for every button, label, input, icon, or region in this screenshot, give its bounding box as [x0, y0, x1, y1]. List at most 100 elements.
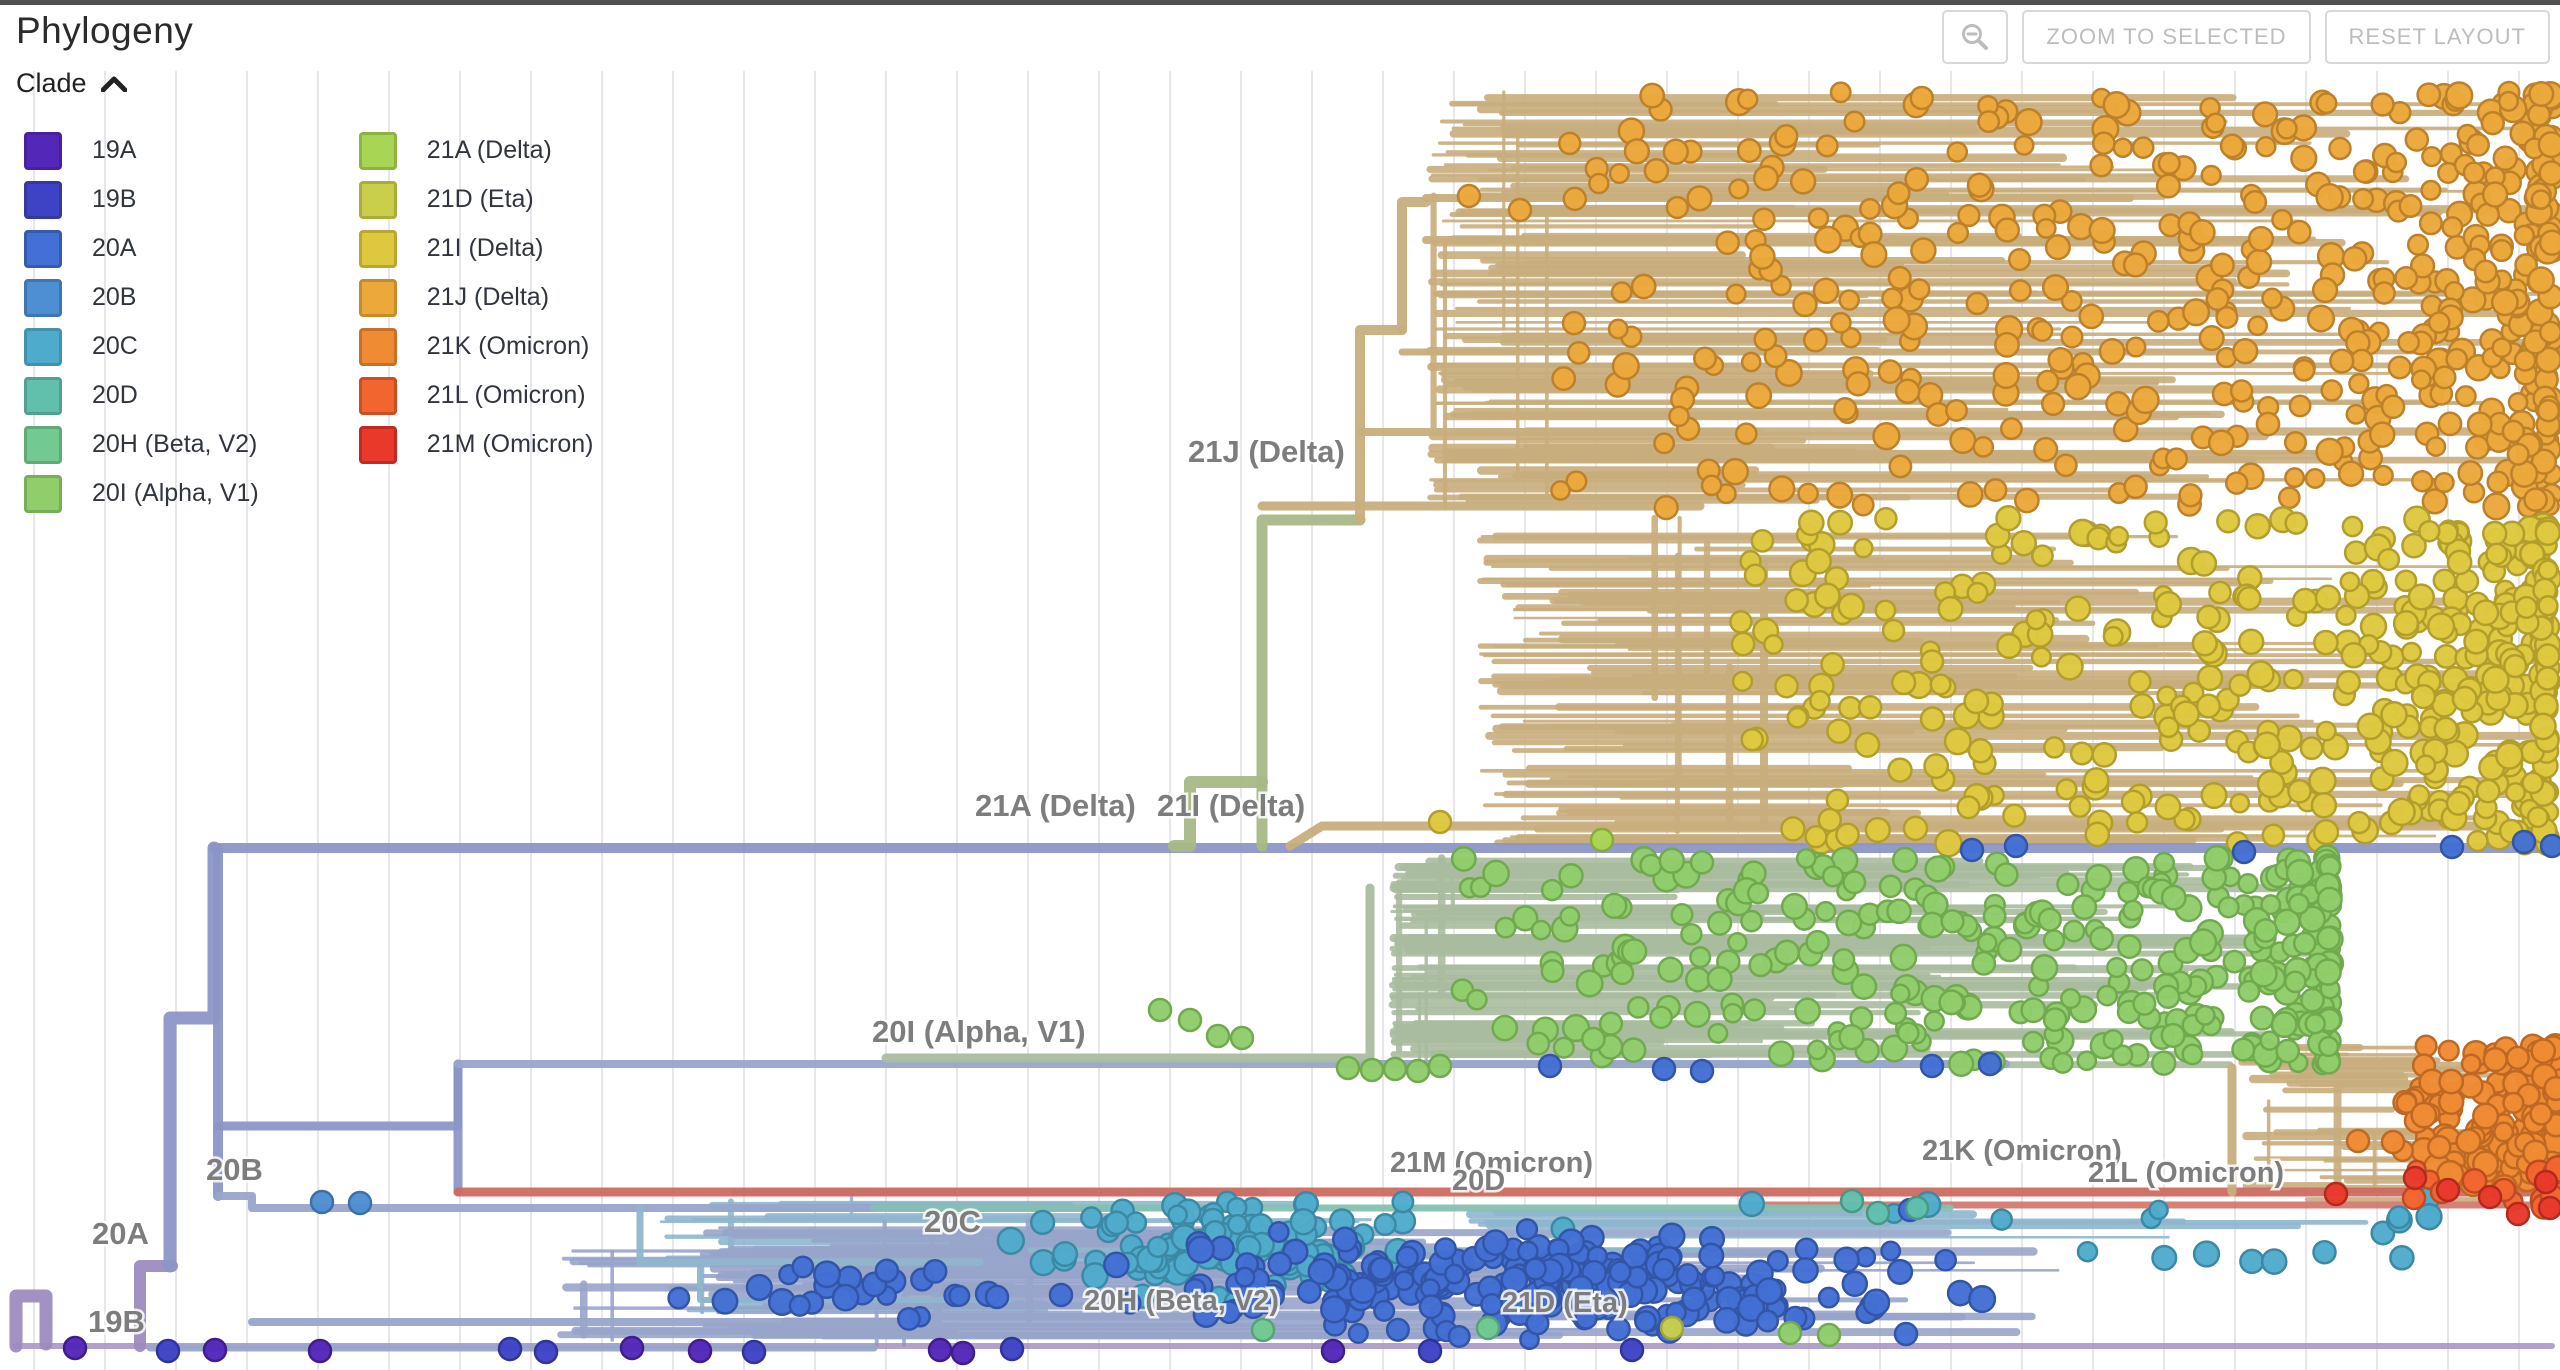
tree-tip[interactable]: [1713, 1306, 1741, 1334]
tree-tip[interactable]: [1806, 1039, 1828, 1061]
tree-tip[interactable]: [2194, 1004, 2216, 1026]
tree-tip[interactable]: [1938, 989, 1965, 1016]
tree-tip[interactable]: [2096, 984, 2119, 1007]
tree-tip[interactable]: [2514, 595, 2538, 619]
tree-tip[interactable]: [1946, 221, 1970, 244]
tree-tip[interactable]: [2415, 1202, 2443, 1231]
tree-tip[interactable]: [1966, 172, 1993, 198]
tree-tip[interactable]: [1896, 1021, 1920, 1045]
color-by-clade-toggle[interactable]: Clade: [16, 68, 127, 99]
tree-tip[interactable]: [1862, 1288, 1891, 1317]
tree-tip[interactable]: [2102, 91, 2131, 119]
tree-tip[interactable]: [1983, 478, 2008, 503]
tree-tip[interactable]: [2249, 1005, 2275, 1031]
tree-tip[interactable]: [2130, 958, 2154, 982]
tree-tip[interactable]: [1845, 371, 1871, 397]
tree-tip[interactable]: [1821, 865, 1845, 888]
tree-tip[interactable]: [2083, 767, 2110, 794]
tree-tip[interactable]: [2401, 1185, 2427, 1211]
tree-tip[interactable]: [1606, 1316, 1631, 1342]
tree-tip[interactable]: [1805, 929, 1830, 955]
tree-tip[interactable]: [1746, 882, 1770, 905]
legend-item-21M (Omicron)[interactable]: 21M (Omicron): [358, 420, 593, 469]
tree-tip[interactable]: [1523, 1257, 1547, 1281]
tree-tip[interactable]: [1561, 310, 1587, 336]
tree-tip[interactable]: [2286, 219, 2312, 245]
tree-tip[interactable]: [2275, 1038, 2301, 1064]
tree-tip[interactable]: [2288, 394, 2312, 418]
tree-tip[interactable]: [2107, 525, 2130, 547]
tree-tip[interactable]: [1792, 291, 1818, 318]
tree-tip[interactable]: [1722, 1002, 1744, 1024]
tree-tip[interactable]: [2076, 1050, 2098, 1072]
tree-tip[interactable]: [1260, 1283, 1285, 1309]
tree-branch[interactable]: [134, 1260, 178, 1352]
tree-tip[interactable]: [1784, 587, 1810, 613]
tree-tip[interactable]: [1730, 631, 1756, 657]
tree-tip[interactable]: [1948, 1050, 1975, 1077]
tree-tip[interactable]: [2102, 625, 2124, 647]
tree-tip[interactable]: [202, 1337, 228, 1363]
tree-tip[interactable]: [1919, 706, 1946, 732]
clade-branch-label[interactable]: 21D (Eta): [1500, 1285, 1631, 1322]
tree-tip[interactable]: [1967, 738, 1994, 764]
tree-tip[interactable]: [62, 1335, 88, 1361]
tree-tip[interactable]: [2021, 1030, 2045, 1054]
tree-tip[interactable]: [2010, 529, 2038, 557]
tree-tip[interactable]: [2231, 1037, 2256, 1062]
tree-tip[interactable]: [2410, 683, 2437, 710]
tree-tip[interactable]: [2477, 1184, 2503, 1210]
tree-tip[interactable]: [1721, 457, 1749, 486]
tree-tip[interactable]: [1418, 1294, 1444, 1320]
tree-tip[interactable]: [1267, 1251, 1293, 1277]
tree-tip[interactable]: [1186, 1235, 1215, 1264]
tree-tip[interactable]: [1881, 618, 1906, 643]
tree-tip[interactable]: [2528, 80, 2555, 108]
tree-tip[interactable]: [2398, 194, 2423, 218]
tree-tip[interactable]: [1447, 1324, 1471, 1349]
tree-tip[interactable]: [1659, 1315, 1685, 1341]
tree-tip[interactable]: [2495, 741, 2524, 770]
tree-tip[interactable]: [1146, 1235, 1170, 1259]
tree-tip[interactable]: [1598, 1011, 1624, 1036]
tree-tip[interactable]: [2343, 540, 2369, 565]
tree-tip[interactable]: [1226, 1213, 1249, 1236]
tree-tip[interactable]: [1780, 816, 1806, 842]
tree-tip[interactable]: [2505, 1045, 2530, 1070]
tree-tip[interactable]: [1725, 283, 1747, 305]
clade-branch-label[interactable]: 20H (Beta, V2): [1082, 1283, 1282, 1320]
tree-tip[interactable]: [1904, 1195, 1930, 1221]
tree-tip[interactable]: [831, 1283, 860, 1312]
tree-tip[interactable]: [745, 1273, 773, 1301]
tree-tip[interactable]: [1658, 1222, 1686, 1251]
tree-tip[interactable]: [2341, 245, 2368, 272]
tree-tip[interactable]: [2056, 872, 2080, 897]
tree-tip[interactable]: [1805, 547, 1832, 575]
tree-tip[interactable]: [2271, 208, 2293, 231]
tree-tip[interactable]: [2513, 224, 2535, 246]
tree-tip[interactable]: [1904, 167, 1930, 192]
tree-tip[interactable]: [2535, 643, 2560, 669]
phylogeny-tree-canvas[interactable]: 21J (Delta) 21A (Delta) 21I (Delta) 20I (Al…: [0, 5, 2560, 1370]
tree-tip[interactable]: [1610, 961, 1635, 986]
tree-tip[interactable]: [2277, 486, 2301, 510]
tree-tip[interactable]: [2380, 748, 2409, 778]
tree-tip[interactable]: [2337, 460, 2365, 487]
tree-tip[interactable]: [2454, 385, 2477, 408]
tree-tip[interactable]: [2154, 793, 2182, 821]
tree-tip[interactable]: [1670, 903, 1694, 927]
tree-tip[interactable]: [2493, 1121, 2515, 1143]
tree-tip[interactable]: [2125, 336, 2147, 358]
tree-tip[interactable]: [2146, 309, 2170, 333]
tree-tip[interactable]: [2401, 532, 2427, 559]
tree-tip[interactable]: [2466, 132, 2490, 157]
tree-tip[interactable]: [1887, 757, 1913, 783]
tree-tip[interactable]: [1813, 582, 1841, 610]
tree-tip[interactable]: [2111, 1044, 2134, 1067]
tree-tip[interactable]: [1763, 344, 1788, 369]
tree-tip[interactable]: [1611, 352, 1640, 381]
tree-tip[interactable]: [667, 1286, 691, 1310]
tree-tip[interactable]: [788, 1294, 811, 1317]
tree-tip[interactable]: [1623, 138, 1651, 165]
tree-tip[interactable]: [2229, 792, 2251, 814]
